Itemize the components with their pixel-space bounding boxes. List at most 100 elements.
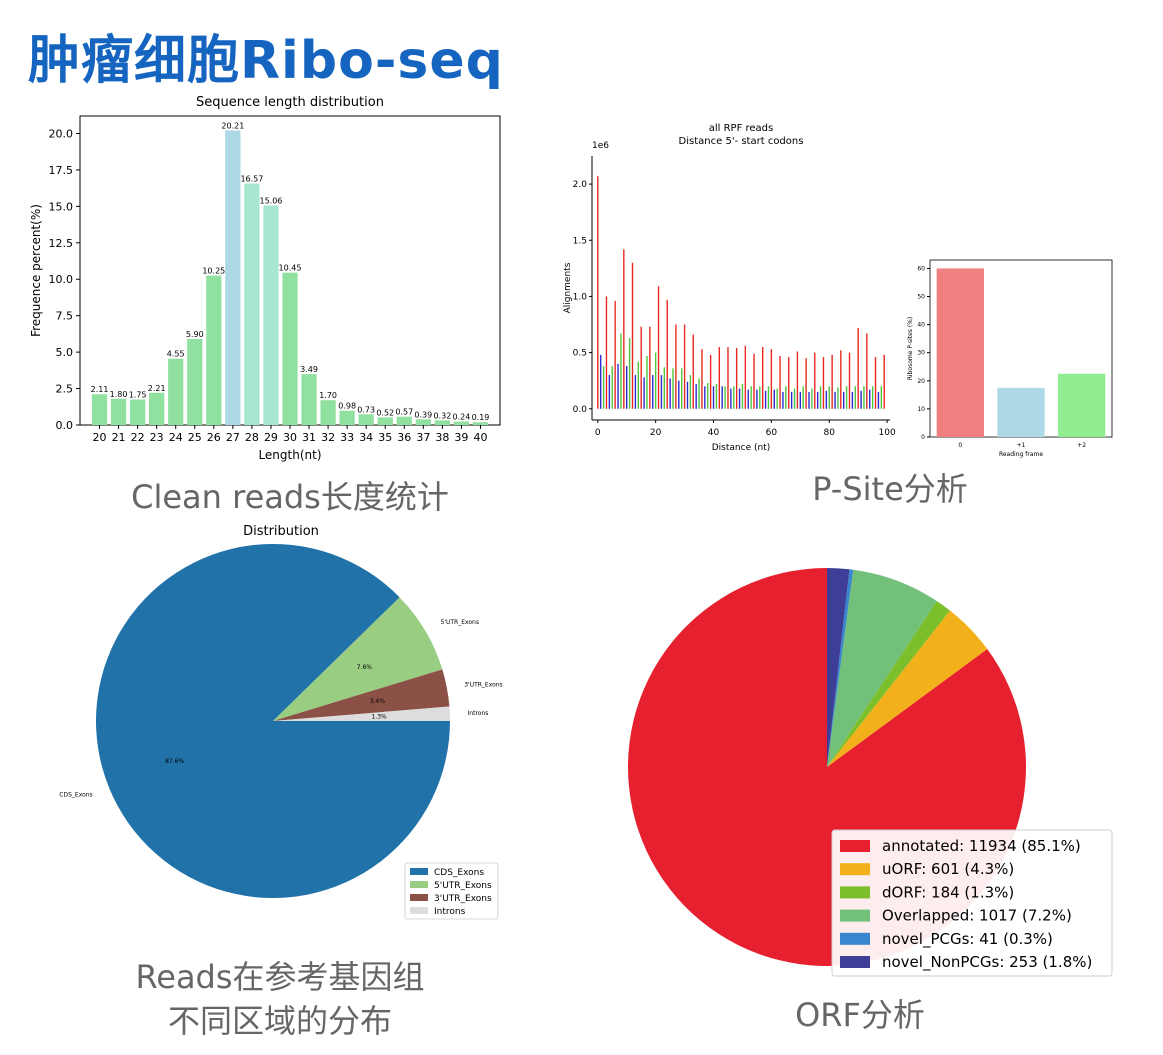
legend-box <box>831 829 1113 977</box>
legend-swatch <box>410 868 428 875</box>
legend-swatch <box>410 907 428 914</box>
bar <box>415 419 431 425</box>
x-tick-label: 24 <box>169 431 183 444</box>
x-tick-label: 32 <box>321 431 335 444</box>
legend-swatch <box>840 932 870 945</box>
pie-slice <box>273 706 450 721</box>
pie-slice <box>827 601 950 767</box>
reading-frame-chart: 0 10 20 30 40 50 60 0 +1 +2 Reading frame Ribosome … <box>907 259 1113 458</box>
pie-slice <box>827 569 937 767</box>
legend-swatch <box>840 909 870 922</box>
x-tick-label: 33 <box>340 431 354 444</box>
x-tick-label: 0 <box>958 442 962 449</box>
data-label: 0.57 <box>395 408 413 417</box>
bar <box>168 358 184 425</box>
y-tick-label: 30 <box>917 350 925 357</box>
data-label: 2.11 <box>91 385 109 394</box>
chart-title-line1: all RPF reads <box>709 123 774 134</box>
y-tick-label: 15.0 <box>49 200 74 213</box>
frame-bar <box>997 387 1045 437</box>
slice-pct-label: 87.6% <box>165 758 184 765</box>
y-tick-label: 10.0 <box>49 273 74 286</box>
pie-slice <box>273 669 450 721</box>
data-label: 4.55 <box>167 350 185 359</box>
x-tick-label: 37 <box>416 431 430 444</box>
x-tick-label: 40 <box>708 428 720 438</box>
slice-pct-label: 7.6% <box>357 664 373 671</box>
y-tick-label: 20.0 <box>49 127 74 140</box>
bar <box>225 130 241 425</box>
caption-distribution-line2: 不同区域的分布 <box>167 1002 392 1040</box>
y-tick-label: 0.0 <box>56 419 74 432</box>
bar <box>396 416 412 425</box>
frame-bar <box>936 268 984 437</box>
bar <box>206 275 222 425</box>
legend-swatch <box>840 840 870 852</box>
data-label: 0.24 <box>453 413 471 422</box>
x-tick-label: +1 <box>1017 442 1026 449</box>
x-tick-label: 34 <box>359 431 373 444</box>
bar <box>301 374 317 425</box>
y-tick-label: 2.0 <box>573 180 588 190</box>
bar <box>339 410 355 425</box>
y-tick-label: 1.0 <box>573 292 588 302</box>
slice-name-label: 5'UTR_Exons <box>441 619 479 626</box>
data-label: 10.25 <box>202 267 225 276</box>
x-tick-label: 30 <box>283 431 297 444</box>
y-axis-label: Alignments <box>563 262 573 313</box>
legend-label: annotated: 11934 (85.1%) <box>882 837 1081 855</box>
bar <box>149 392 165 425</box>
data-label: 0.52 <box>376 408 394 417</box>
x-tick-label: 26 <box>207 431 221 444</box>
length-distribution-chart: Sequence length distribution 0.0 2.5 5.0 7.5… <box>29 95 501 462</box>
legend-swatch <box>410 894 428 901</box>
y-tick-label: 60 <box>917 265 925 272</box>
pie-slice <box>273 597 443 721</box>
bar <box>244 183 260 425</box>
x-tick-label: 25 <box>188 431 202 444</box>
legend-swatch <box>840 956 870 968</box>
data-label: 16.57 <box>240 174 263 183</box>
caption-orf: ORF分析 <box>795 996 925 1034</box>
x-tick-label: 20 <box>93 431 107 444</box>
caption-length: Clean reads长度统计 <box>131 478 449 516</box>
y-tick-label: 2.5 <box>56 383 74 396</box>
orf-pie-chart: annotated: 11934 (85.1%) uORF: 601 (4.3%)… <box>628 568 1113 977</box>
x-tick-label: +2 <box>1077 442 1086 449</box>
legend-label: novel_PCGs: 41 (0.3%) <box>882 930 1053 949</box>
y-tick-label: 0.5 <box>573 349 587 359</box>
data-label: 0.98 <box>338 402 356 411</box>
legend-label: 5'UTR_Exons <box>434 881 492 891</box>
legend-swatch <box>840 863 870 876</box>
slice-name-label: 3'UTR_Exons <box>464 681 502 688</box>
slice-pct-label: 3.4% <box>370 698 386 705</box>
legend-box <box>404 862 499 920</box>
bar <box>434 420 450 425</box>
bar <box>377 417 393 425</box>
x-tick-label: 29 <box>264 431 278 444</box>
data-label: 10.45 <box>279 264 302 273</box>
psite-distance-chart: all RPF reads Distance 5'- start codons 1e… <box>563 123 896 453</box>
data-label: 1.70 <box>319 391 337 400</box>
y-tick-label: 0.0 <box>573 405 588 415</box>
x-axis-label: Distance (nt) <box>712 443 770 453</box>
bar <box>91 394 108 425</box>
y-tick-label: 20 <box>917 378 925 385</box>
bar <box>358 414 374 425</box>
data-label: 0.32 <box>433 411 451 420</box>
bar <box>263 205 279 425</box>
pie-slice <box>827 569 854 767</box>
bar <box>453 421 470 425</box>
y-axis-label: Ribosome P-sites (%) <box>907 317 914 380</box>
data-label: 0.19 <box>472 413 490 422</box>
x-axis-label: Reading frame <box>999 451 1043 458</box>
slice-pct-label: 1.3% <box>371 714 387 721</box>
x-tick-label: 36 <box>397 431 411 444</box>
x-tick-label: 39 <box>454 431 468 444</box>
slice-name-label: CDS_Exons <box>59 791 92 798</box>
bar <box>320 400 336 425</box>
x-tick-label: 28 <box>245 431 259 444</box>
bar <box>187 339 203 425</box>
page-heading: 肿瘤细胞Ribo-seq <box>28 31 504 91</box>
x-tick-label: 21 <box>112 431 126 444</box>
